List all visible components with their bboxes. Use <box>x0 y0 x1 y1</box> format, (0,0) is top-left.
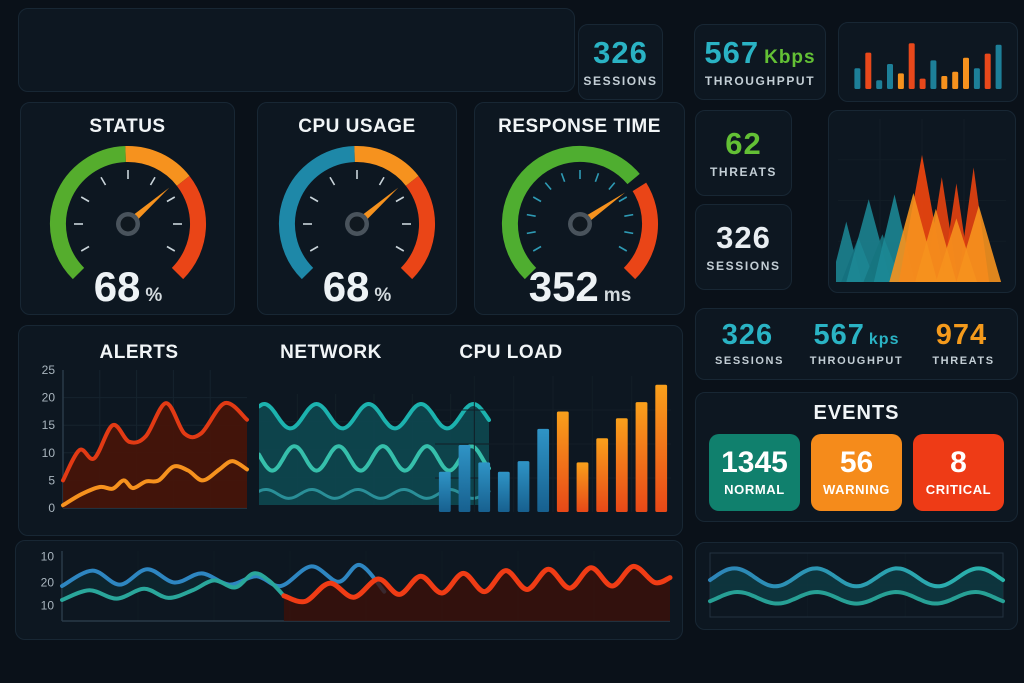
events-critical-label: CRITICAL <box>925 482 992 497</box>
wave-band-chart <box>708 552 1005 618</box>
status-gauge-panel: STATUS 68% <box>20 102 235 315</box>
metric-throughput-label: THROUGHPUT <box>809 355 904 367</box>
metric-throughput: 567 kps THROUGHPUT <box>803 319 910 368</box>
events-critical-tile[interactable]: 8 CRITICAL <box>913 434 1004 511</box>
response-gauge-title: RESPONSE TIME <box>498 116 661 137</box>
svg-text:25: 25 <box>42 363 56 377</box>
sessions-right-value: 326 <box>716 219 771 255</box>
threats-label: THREATS <box>710 164 777 179</box>
metric-threats: 974 THREATS <box>910 319 1017 368</box>
events-normal-label: NORMAL <box>724 482 785 497</box>
svg-text:68%: 68% <box>93 263 162 308</box>
svg-text:20: 20 <box>42 391 56 405</box>
metric-sessions-label: SESSIONS <box>714 355 785 367</box>
svg-text:68%: 68% <box>323 263 392 308</box>
response-time-gauge: 352 ms <box>501 145 658 308</box>
svg-text:20: 20 <box>41 576 55 590</box>
timeline-chart: 10 20 10 <box>41 550 673 622</box>
events-panel: EVENTS 1345 NORMAL 56 WARNING 8 CRITICAL <box>695 392 1018 522</box>
alerts-chart: 25 20 15 10 5 0 <box>42 363 249 515</box>
threats-card[interactable]: 62 THREATS <box>695 110 792 196</box>
sessions-top-label: SESSIONS <box>583 73 658 88</box>
events-normal-value: 1345 <box>721 446 788 479</box>
sessions-right-label: SESSIONS <box>706 258 781 273</box>
peaks-chart-panel <box>828 110 1016 293</box>
sessions-card-right[interactable]: 326 SESSIONS <box>695 204 792 290</box>
metric-threats-label: THREATS <box>932 355 995 367</box>
events-warning-value: 56 <box>839 446 874 479</box>
throughput-top-label: THROUGHPPUT <box>704 73 816 88</box>
events-title: EVENTS <box>813 402 900 424</box>
throughput-top-unit: Kbps <box>764 46 816 68</box>
charts-panel: ALERTS NETWORK CPU LOAD 25 20 15 10 5 0 <box>18 325 683 536</box>
cpu-gauge-title: CPU USAGE <box>298 116 416 137</box>
traffic-bars-panel <box>838 22 1018 102</box>
network-title: NETWORK <box>280 342 382 363</box>
header-panel <box>18 8 575 92</box>
metric-threats-value: 974 <box>935 319 988 351</box>
svg-text:10: 10 <box>41 550 55 564</box>
svg-text:10: 10 <box>41 599 55 613</box>
status-gauge: 68% <box>49 145 206 308</box>
svg-text:10: 10 <box>42 446 56 460</box>
traffic-bars-chart <box>854 43 1002 89</box>
metrics-row-card[interactable]: 326 SESSIONS 567 kps THROUGHPUT 974 THREA… <box>695 308 1018 380</box>
svg-text:15: 15 <box>42 418 56 432</box>
metric-throughput-value: 567 kps <box>813 319 900 351</box>
peaks-area-chart <box>836 119 1006 282</box>
cpu-gauge-panel: CPU USAGE 68% <box>257 102 457 315</box>
events-warning-tile[interactable]: 56 WARNING <box>811 434 902 511</box>
wave-band-chart-panel <box>695 542 1018 630</box>
throughput-top-value: 567 Kbps <box>704 34 816 70</box>
metric-sessions-value: 326 <box>721 319 774 351</box>
threats-value: 62 <box>725 125 762 161</box>
svg-text:0: 0 <box>48 501 55 515</box>
events-normal-tile[interactable]: 1345 NORMAL <box>709 434 800 511</box>
status-gauge-title: STATUS <box>89 116 166 137</box>
network-chart <box>259 394 491 505</box>
events-critical-value: 8 <box>950 446 967 479</box>
cpu-load-title: CPU LOAD <box>459 342 563 363</box>
svg-text:5: 5 <box>48 473 55 487</box>
events-warning-label: WARNING <box>822 482 891 497</box>
sessions-card-top[interactable]: 326 SESSIONS <box>578 24 663 100</box>
cpu-usage-gauge: 68% <box>278 145 436 308</box>
timeline-chart-panel: 10 20 10 <box>15 540 683 640</box>
alerts-title: ALERTS <box>99 342 179 363</box>
metric-sessions: 326 SESSIONS <box>696 319 803 368</box>
cpu-load-chart <box>435 376 671 512</box>
sessions-top-value: 326 <box>593 34 648 70</box>
response-gauge-panel: RESPONSE TIME 352 ms <box>474 102 685 315</box>
throughput-card-top[interactable]: 567 Kbps THROUGHPPUT <box>694 24 826 100</box>
